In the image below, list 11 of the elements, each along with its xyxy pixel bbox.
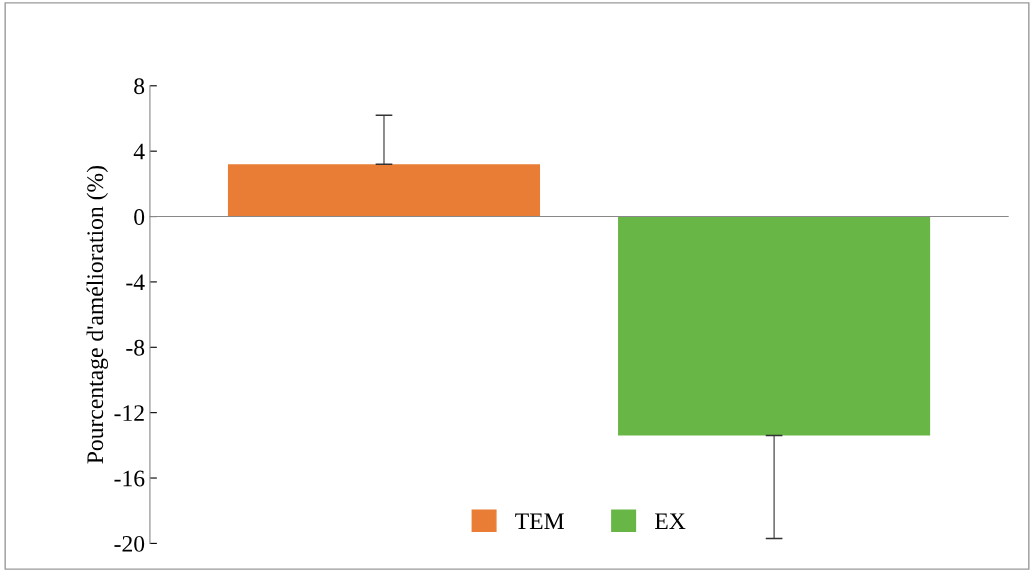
y-tick-label: -20 [114, 535, 145, 552]
y-tick-label: -8 [126, 339, 145, 356]
y-tick-label: -16 [114, 470, 145, 487]
y-tick-label: 0 [134, 209, 145, 225]
y-tick-label: 4 [133, 143, 145, 160]
legend-label: EX [655, 513, 686, 529]
y-tick-label: 8 [134, 78, 145, 95]
legend-label: TEM [515, 513, 564, 529]
y-axis-title: Pourcentage d'amélioration (%) [86, 166, 109, 464]
y-tick-label: -4 [126, 274, 145, 291]
y-tick-label: -12 [114, 405, 144, 421]
